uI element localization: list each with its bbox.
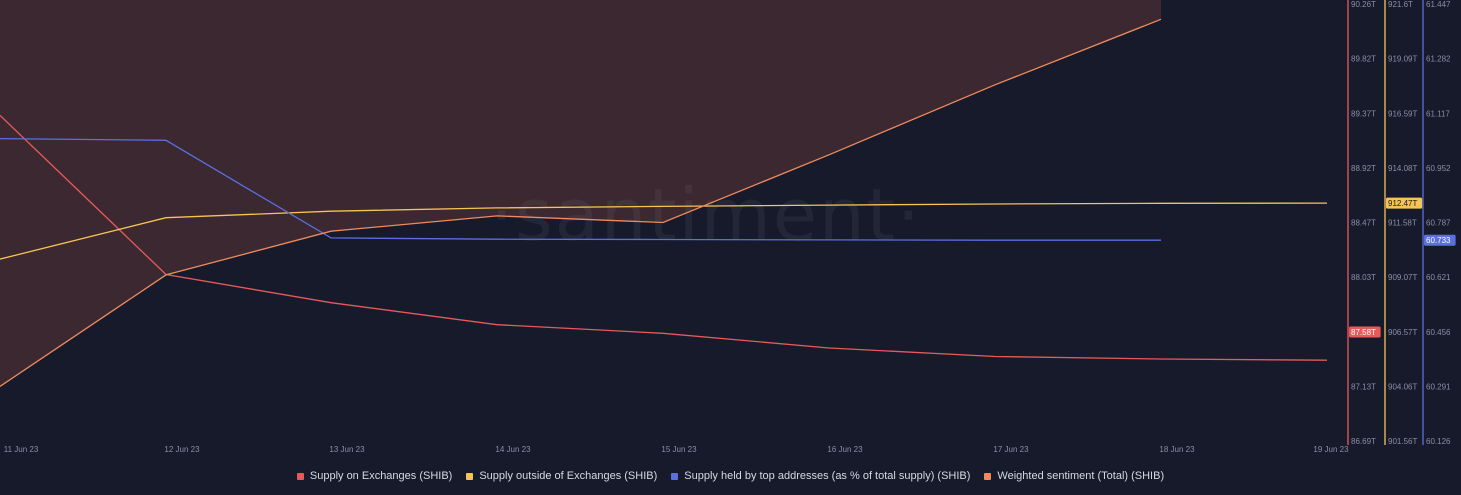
x-tick-label: 19 Jun 23 (1313, 445, 1349, 454)
y-tick-label: 906.57T (1388, 328, 1417, 337)
x-tick-label: 14 Jun 23 (495, 445, 531, 454)
y-tick-label: 86.69T (1351, 437, 1376, 446)
y-tick-label: 60.291 (1426, 382, 1451, 391)
legend-label: Supply on Exchanges (SHIB) (309, 470, 453, 482)
y-tick-label: 904.06T (1388, 382, 1417, 391)
y-tick-label: 89.37T (1351, 109, 1376, 118)
y-tick-label: 61.282 (1426, 55, 1451, 64)
x-tick-label: 11 Jun 23 (4, 445, 39, 454)
y-tick-label: 88.47T (1351, 219, 1376, 228)
legend-swatch (671, 472, 679, 480)
x-tick-label: 15 Jun 23 (661, 445, 697, 454)
y-tick-label: 901.56T (1388, 437, 1417, 446)
x-tick-label: 18 Jun 23 (1159, 445, 1195, 454)
legend-item-supply-outside-exchanges[interactable]: Supply outside of Exchanges (SHIB) (466, 470, 657, 482)
x-tick-label: 13 Jun 23 (329, 445, 365, 454)
top-addresses-line (0, 137, 1161, 241)
legend-swatch (984, 472, 992, 480)
y-tick-label: 60.952 (1426, 164, 1451, 173)
legend-item-top-addresses[interactable]: Supply held by top addresses (as % of to… (671, 470, 970, 482)
y-tick-label: 87.13T (1351, 382, 1376, 391)
watermark: ·santiment· (490, 173, 922, 257)
top-holders-axis-badge (1424, 234, 1456, 246)
y-tick-label: 88.92T (1351, 164, 1376, 173)
y-tick-label: 90.26T (1351, 0, 1376, 9)
x-tick-label: 17 Jun 23 (993, 445, 1029, 454)
y-tick-label: 919.09T (1388, 55, 1417, 64)
legend-item-supply-on-exchanges[interactable]: Supply on Exchanges (SHIB) (296, 470, 453, 482)
y-tick-label: 914.08T (1388, 164, 1417, 173)
legend-label: Supply outside of Exchanges (SHIB) (479, 470, 658, 482)
x-tick-label: 12 Jun 23 (164, 445, 200, 454)
y-tick-label: 61.447 (1426, 0, 1451, 9)
y-tick-label: 88.03T (1351, 273, 1376, 282)
axis-value-badge: 912.47T (1388, 199, 1417, 208)
legend-swatch (466, 472, 474, 480)
legend-label: Weighted sentiment (Total) (SHIB) (997, 470, 1165, 482)
y-tick-label: 921.6T (1388, 0, 1413, 9)
y-tick-label: 60.621 (1426, 273, 1451, 282)
legend: Supply on Exchanges (SHIB) Supply outsid… (0, 466, 1461, 486)
y-tick-label: 60.787 (1426, 219, 1451, 228)
weighted-sentiment-line (0, 18, 1162, 387)
legend-label: Supply held by top addresses (as % of to… (684, 470, 971, 482)
x-tick-label: 16 Jun 23 (827, 445, 863, 454)
y-tick-label: 60.456 (1426, 328, 1451, 337)
y-tick-label: 89.82T (1351, 55, 1376, 64)
outside-axis-badge (1386, 197, 1423, 209)
axis-value-badge: 60.733 (1426, 236, 1451, 245)
supply-on-exchanges-line (0, 114, 1328, 361)
chart-svg: ·santiment· 11 Jun 23 12 Jun 23 13 Jun 23 14… (0, 0, 1456, 454)
legend-swatch (296, 472, 304, 480)
supply-outside-exchanges-line (0, 202, 1328, 260)
y-tick-label: 909.07T (1388, 273, 1417, 282)
y-tick-label: 61.117 (1426, 109, 1450, 118)
sentiment-area (0, 0, 1161, 387)
legend-item-weighted-sentiment[interactable]: Weighted sentiment (Total) (SHIB) (984, 470, 1164, 482)
exchanges-axis-badge (1349, 326, 1381, 338)
y-tick-label: 916.59T (1388, 109, 1417, 118)
axis-value-badge: 87.58T (1351, 328, 1376, 337)
y-tick-label: 911.58T (1388, 219, 1417, 228)
y-tick-label: 60.126 (1426, 437, 1451, 446)
